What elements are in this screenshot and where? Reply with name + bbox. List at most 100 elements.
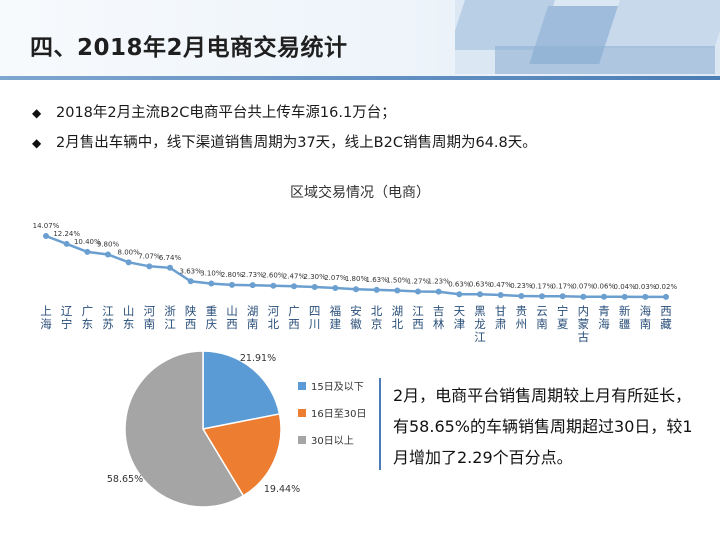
data-label: 10.40% [74, 238, 101, 246]
data-point [125, 259, 132, 266]
category-tick-label: 宁 [557, 304, 569, 318]
category-tick-label: 江 [412, 304, 424, 318]
data-point [580, 293, 587, 300]
data-label: 1.63% [366, 276, 389, 284]
data-point [43, 233, 49, 239]
data-label: 3.10% [200, 270, 223, 278]
category-tick-label: 州 [516, 317, 528, 331]
category-tick-label: 河 [268, 304, 280, 318]
data-label: 1.27% [407, 277, 430, 285]
data-label: 0.07% [572, 283, 595, 291]
pie-data-label: 19.44% [264, 484, 300, 495]
data-label: 2.73% [242, 271, 265, 279]
data-point [394, 287, 401, 294]
data-label: 0.63% [469, 280, 492, 288]
legend-swatch [298, 409, 306, 417]
category-tick-label: 南 [247, 317, 259, 331]
category-tick-label: 京 [371, 317, 383, 331]
data-label: 12.24% [53, 230, 80, 238]
line-chart-title: 区域交易情况（电商） [290, 185, 430, 201]
data-label: 2.30% [304, 273, 327, 281]
data-point [146, 263, 153, 270]
header-rule [0, 76, 720, 80]
category-tick-label: 宁 [61, 317, 73, 331]
data-label: 0.06% [593, 283, 616, 291]
diamond-bullet-icon: ◆ [32, 106, 42, 120]
note-accent-bar [379, 378, 381, 470]
data-label: 1.80% [345, 275, 368, 283]
category-tick-label: 藏 [660, 317, 672, 331]
category-tick-label: 内 [578, 304, 590, 318]
category-tick-label: 北 [392, 317, 404, 331]
data-point [208, 280, 215, 287]
legend-label: 16日至30日 [311, 408, 366, 420]
data-label: 1.23% [428, 278, 451, 286]
category-tick-label: 福 [330, 304, 342, 318]
data-point [435, 288, 442, 295]
category-tick-label: 西 [226, 317, 238, 331]
data-label: 3.63% [180, 267, 203, 275]
category-tick-label: 海 [598, 317, 610, 331]
category-tick-label: 江 [164, 317, 176, 331]
category-tick-label: 苏 [102, 317, 114, 331]
category-tick-label: 云 [536, 304, 548, 318]
category-tick-label: 四 [309, 304, 321, 318]
category-tick-label: 东 [82, 317, 94, 331]
category-tick-label: 北 [268, 317, 280, 331]
bullet-list: ◆ 2018年2月主流B2C电商平台共上传车源16.1万台； ◆ 2月售出车辆中… [30, 98, 710, 158]
category-tick-label: 川 [309, 317, 321, 331]
category-tick-label: 海 [40, 317, 52, 331]
diamond-bullet-icon: ◆ [32, 136, 42, 150]
legend-label: 15日及以下 [311, 381, 364, 393]
data-point [663, 293, 669, 300]
data-label: 2.07% [324, 274, 347, 282]
legend-swatch [298, 436, 306, 444]
category-tick-label: 夏 [557, 317, 569, 331]
header-decoration [455, 0, 720, 74]
category-tick-label: 林 [433, 317, 445, 331]
category-tick-label: 建 [330, 317, 342, 331]
category-tick-label: 疆 [619, 317, 631, 331]
category-tick-label: 青 [598, 304, 610, 318]
category-tick-label: 山 [123, 304, 135, 318]
data-point [311, 284, 318, 291]
data-label: 0.17% [531, 282, 554, 290]
category-tick-label: 安 [350, 304, 362, 318]
category-tick-label: 湖 [392, 304, 404, 318]
legend-swatch [298, 382, 306, 390]
category-tick-label: 龙 [474, 317, 486, 331]
category-tick-label: 辽 [61, 304, 73, 318]
bullet-text: 2018年2月主流B2C电商平台共上传车源16.1万台； [56, 105, 396, 121]
category-tick-label: 西 [185, 317, 197, 331]
category-tick-label: 古 [578, 330, 590, 344]
category-tick-label: 浙 [164, 304, 176, 318]
data-point [477, 291, 483, 298]
data-label: 8.00% [118, 248, 141, 256]
category-tick-label: 甘 [495, 304, 507, 318]
data-point [415, 288, 421, 295]
category-tick-label: 海 [640, 304, 652, 318]
category-tick-label: 西 [288, 317, 300, 331]
category-tick-label: 蒙 [578, 317, 590, 331]
category-tick-label: 西 [412, 317, 424, 331]
data-label: 2.60% [262, 272, 285, 280]
category-tick-label: 上 [40, 304, 52, 318]
data-label: 14.07% [33, 222, 60, 230]
pie-slice [124, 350, 245, 508]
region-line-chart: 14.07%12.24%10.40%9.80%8.00%7.07%6.74% 3.… [33, 222, 678, 344]
page-title: 四、2018年2月电商交易统计 [30, 35, 348, 61]
data-label: 7.07% [138, 252, 161, 260]
data-point [518, 293, 525, 300]
category-tick-label: 江 [474, 330, 486, 344]
data-point [332, 285, 339, 292]
data-label: 0.17% [552, 282, 575, 290]
pie-slice [202, 350, 281, 430]
data-label: 9.80% [97, 241, 120, 249]
data-point [559, 293, 566, 300]
data-label: 0.02% [655, 283, 678, 291]
category-tick-label: 天 [454, 304, 466, 318]
bullet-text: 2月售出车辆中，线下渠道销售周期为37天，线上B2C销售周期为64.8天。 [56, 135, 537, 151]
category-tick-label: 重 [206, 304, 218, 318]
category-tick-label: 广 [82, 304, 94, 318]
